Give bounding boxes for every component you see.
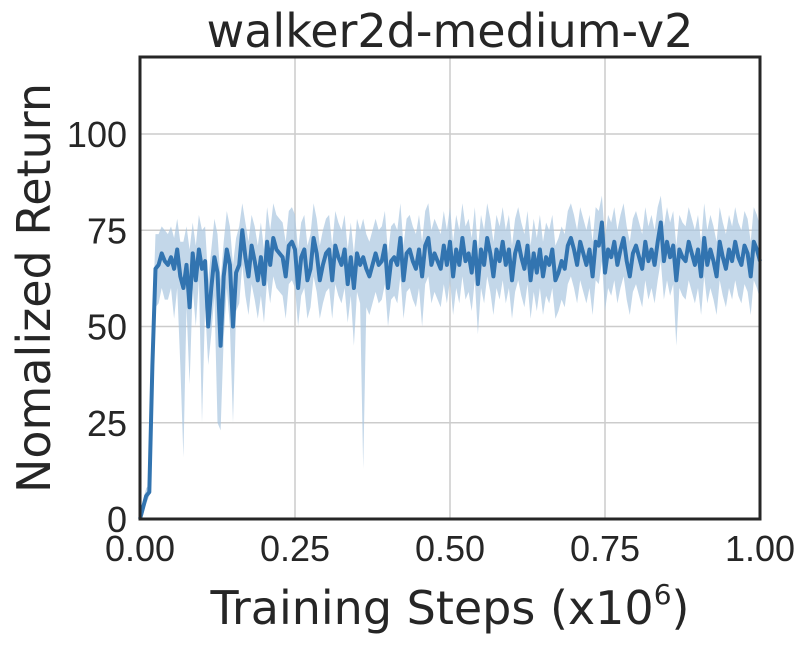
x-axis-label: Training Steps (x106): [210, 578, 690, 635]
x-tick-label: 0.75: [570, 528, 640, 569]
x-tick-label: 1.00: [725, 528, 795, 569]
x-tick-labels: 0.00 0.25 0.50 0.75 1.00: [105, 528, 795, 569]
y-tick-label: 75: [87, 210, 127, 251]
chart-title: walker2d-medium-v2: [207, 4, 694, 58]
y-axis-label: Nomalized Return: [7, 83, 61, 493]
x-tick-label: 0.50: [415, 528, 485, 569]
y-tick-labels: 0 25 50 75 100: [67, 114, 127, 540]
mean-return-line: [138, 220, 762, 520]
y-tick-label: 25: [87, 403, 127, 444]
confidence-band: [140, 195, 760, 519]
x-axis-label-exponent-base: 10: [595, 581, 654, 635]
y-tick-label: 50: [87, 307, 127, 348]
x-tick-label: 0.25: [260, 528, 330, 569]
plot-frame: [138, 55, 762, 521]
x-axis-label-text: Training Steps (x: [210, 581, 596, 635]
x-axis-label-suffix: ): [672, 581, 690, 635]
x-tick-label: 0.00: [105, 528, 175, 569]
x-axis-label-exponent: 6: [654, 578, 672, 611]
y-tick-label: 100: [67, 114, 127, 155]
y-tick-label: 0: [107, 499, 127, 540]
